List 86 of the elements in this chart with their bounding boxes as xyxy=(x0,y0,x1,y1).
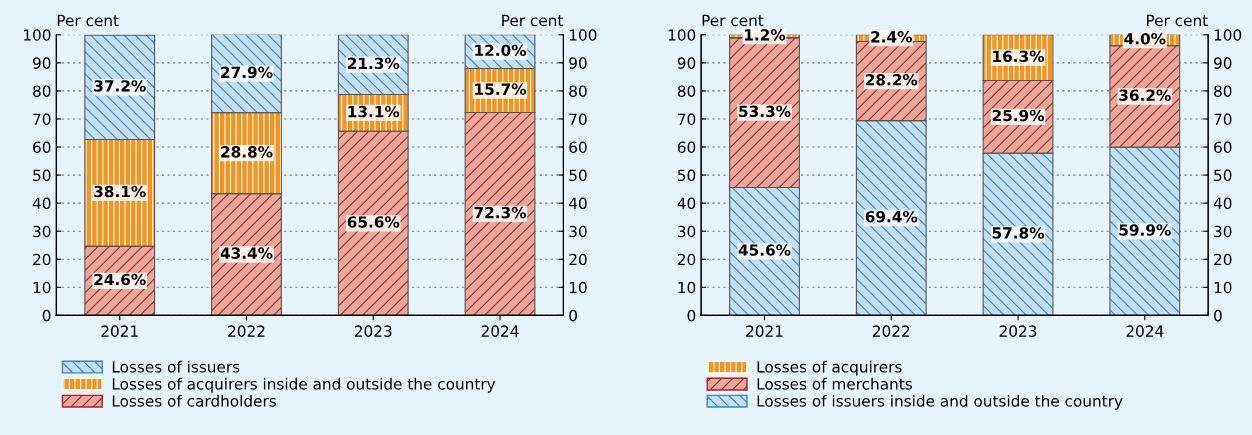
data-label: 65.6% xyxy=(347,216,400,228)
y-tick-label: 50 xyxy=(678,169,696,182)
y2-axis-title: Per cent xyxy=(1147,14,1208,27)
data-label: 28.2% xyxy=(865,73,918,86)
y2-axis-title: Per cent xyxy=(502,14,564,27)
y-axis-title: Per cent xyxy=(57,14,119,27)
legend-label: Losses of cardholders xyxy=(112,394,276,407)
y2-tick-label: 40 xyxy=(1213,197,1232,210)
data-label: 27.9% xyxy=(221,66,273,79)
y2-tick-label: 0 xyxy=(1214,309,1222,322)
data-label: 16.3% xyxy=(993,50,1045,63)
y-tick-label: 50 xyxy=(33,169,51,182)
y2-tick-label: 0 xyxy=(569,309,577,322)
data-label: 4.0% xyxy=(1124,33,1166,45)
y2-tick-label: 80 xyxy=(1214,85,1232,97)
data-label: 45.6% xyxy=(738,244,791,256)
y-tick-label: 100 xyxy=(24,29,51,41)
y2-tick-label: 40 xyxy=(569,197,587,210)
y-axis-title: Per cent xyxy=(702,14,764,27)
y-tick-label: 20 xyxy=(33,253,51,266)
data-label: 37.2% xyxy=(94,80,146,92)
y2-tick-label: 20 xyxy=(569,253,587,266)
x-tick-label: 2023 xyxy=(999,325,1037,337)
data-label: 13.1% xyxy=(348,105,400,118)
data-label: 53.3% xyxy=(739,105,791,118)
y-tick-label: 40 xyxy=(32,197,51,210)
y2-tick-label: 10 xyxy=(569,281,587,294)
y2-tick-label: 60 xyxy=(569,141,587,154)
data-label: 38.1% xyxy=(94,185,146,198)
data-label: 21.3% xyxy=(347,57,400,70)
y2-tick-label: 20 xyxy=(1214,253,1232,266)
y2-tick-label: 70 xyxy=(1214,113,1232,125)
data-label: 43.4% xyxy=(220,247,273,259)
y2-tick-label: 90 xyxy=(569,57,587,69)
y2-tick-label: 80 xyxy=(569,85,587,97)
y-tick-label: 40 xyxy=(677,197,696,210)
data-label: 72.3% xyxy=(474,206,527,219)
y2-tick-label: 100 xyxy=(1214,29,1242,41)
y2-tick-label: 50 xyxy=(1214,169,1232,182)
y2-tick-label: 90 xyxy=(1214,57,1232,69)
y2-tick-label: 70 xyxy=(569,113,587,125)
y-tick-label: 10 xyxy=(33,281,51,294)
x-tick-label: 2022 xyxy=(228,325,265,337)
data-label: 12.0% xyxy=(475,44,527,57)
y2-tick-label: 100 xyxy=(569,29,597,41)
y-tick-label: 60 xyxy=(33,141,51,154)
y2-tick-label: 50 xyxy=(569,169,587,182)
y-tick-label: 80 xyxy=(33,85,51,97)
x-tick-label: 2022 xyxy=(872,325,910,337)
legend-label: Losses of issuers inside and outside the country xyxy=(757,394,1123,410)
data-label: 36.2% xyxy=(1119,89,1171,101)
y2-tick-label: 60 xyxy=(1214,141,1232,154)
y-tick-label: 0 xyxy=(42,309,51,322)
data-label: 57.8% xyxy=(992,227,1045,239)
y-tick-label: 90 xyxy=(677,57,696,69)
data-label: 1.2% xyxy=(745,29,786,41)
y-tick-label: 30 xyxy=(33,225,51,238)
data-label: 2.4% xyxy=(871,31,912,43)
legend-label: Losses of acquirers inside and outside the country xyxy=(112,377,496,393)
legend-label: Losses of issuers xyxy=(112,360,240,373)
data-label: 28.8% xyxy=(221,146,273,158)
x-tick-label: 2021 xyxy=(746,325,783,337)
data-label: 59.9% xyxy=(1119,224,1171,236)
y-tick-label: 70 xyxy=(33,113,51,125)
y-tick-label: 60 xyxy=(677,141,696,154)
x-tick-label: 2021 xyxy=(101,325,138,337)
y2-tick-label: 30 xyxy=(569,225,587,238)
y-tick-label: 80 xyxy=(677,85,696,97)
data-label: 69.4% xyxy=(865,210,918,223)
x-tick-label: 2024 xyxy=(1126,325,1164,337)
y-tick-label: 100 xyxy=(668,29,696,41)
legend-label: Losses of merchants xyxy=(757,377,912,390)
y-tick-label: 10 xyxy=(678,281,696,294)
data-label: 24.6% xyxy=(94,273,146,286)
y2-tick-label: 10 xyxy=(1214,281,1232,294)
data-label: 25.9% xyxy=(992,109,1045,122)
y-tick-label: 0 xyxy=(687,309,696,322)
x-tick-label: 2024 xyxy=(481,325,519,337)
data-label: 15.7% xyxy=(475,83,527,95)
y-tick-label: 30 xyxy=(677,225,696,238)
x-tick-label: 2023 xyxy=(354,325,392,337)
legend-label: Losses of acquirers xyxy=(757,360,902,376)
y-tick-label: 70 xyxy=(678,113,696,125)
y-tick-label: 20 xyxy=(677,253,696,266)
y2-tick-label: 30 xyxy=(1214,225,1232,238)
y-tick-label: 90 xyxy=(33,57,51,69)
